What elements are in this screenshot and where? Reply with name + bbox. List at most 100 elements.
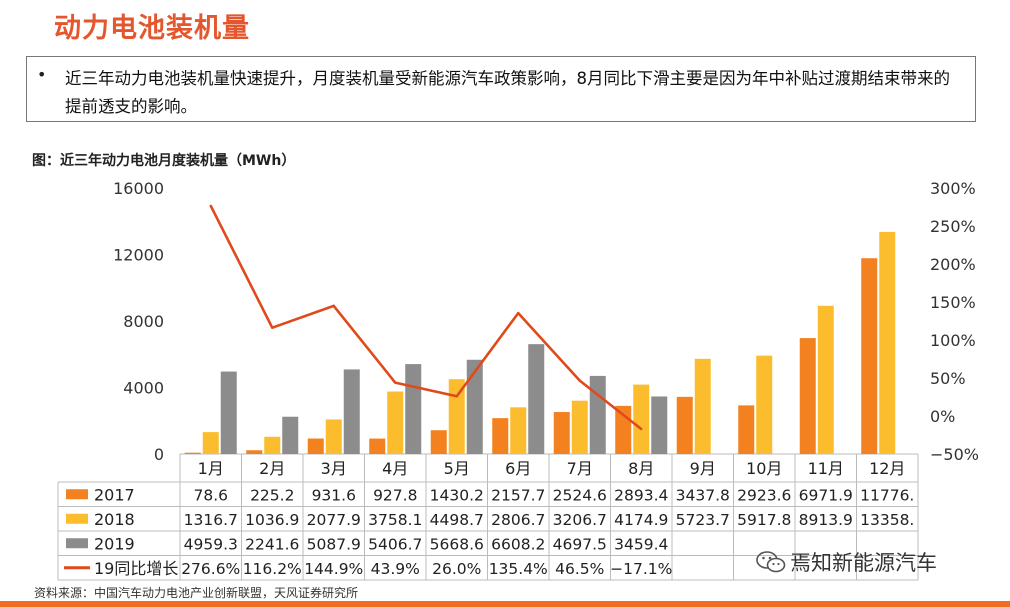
bar-2019	[282, 416, 299, 454]
legend-label: 2017	[94, 485, 135, 504]
table-cell: 2524.6	[553, 486, 607, 504]
bar-2018	[264, 436, 281, 454]
growth-point	[640, 427, 643, 431]
left-axis-tick-label: 4000	[123, 379, 164, 398]
source-note: 资料来源：中国汽车动力电池产业创新联盟，天风证券研究所	[34, 586, 359, 600]
summary-box: • 近三年动力电池装机量快速提升，月度装机量受新能源汽车政策影响，8月同比下滑主…	[26, 56, 976, 122]
bar-2017	[307, 438, 324, 454]
category-label: 9月	[690, 459, 716, 478]
category-label: 8月	[628, 459, 654, 478]
table-cell: 1316.7	[184, 511, 238, 529]
legend-label: 2019	[94, 534, 135, 553]
legend-key-2018	[66, 513, 88, 524]
table-cell: 2241.6	[245, 535, 299, 553]
bar-2019	[528, 344, 545, 454]
table-cell: 927.8	[373, 486, 417, 504]
bar-2017	[369, 438, 386, 454]
chart-bars	[184, 231, 896, 454]
bar-2017	[184, 452, 201, 454]
category-label: 11月	[808, 459, 844, 478]
bar-2019	[589, 375, 606, 454]
table-cell: 2893.4	[614, 486, 668, 504]
bar-2018	[202, 432, 219, 454]
bar-2018	[817, 305, 834, 454]
right-axis-tick-label: 250%	[930, 217, 976, 236]
table-cell: 6608.2	[491, 535, 545, 553]
growth-point	[209, 204, 212, 207]
right-axis-tick-label: −50%	[930, 445, 979, 464]
bar-2019	[651, 396, 668, 454]
growth-point	[332, 304, 335, 308]
table-cell: 2923.6	[737, 486, 791, 504]
table-cell: 135.4%	[489, 560, 548, 578]
growth-point	[578, 379, 581, 382]
table-cell: 4498.7	[430, 511, 484, 529]
right-axis-tick-label: 200%	[930, 255, 976, 274]
figure-caption: 图：近三年动力电池月度装机量（MWh）	[32, 153, 296, 169]
left-axis-tick-label: 8000	[123, 312, 164, 331]
table-cell: 4174.9	[614, 511, 668, 529]
table-cell: 3758.1	[368, 511, 422, 529]
table-cell: 46.5%	[555, 560, 604, 578]
bar-2018	[756, 355, 773, 454]
bar-2017	[676, 396, 693, 454]
growth-line	[209, 205, 643, 431]
bar-2018	[633, 384, 650, 454]
table-cell: 5087.9	[307, 535, 361, 553]
table-cell: 3437.8	[676, 486, 730, 504]
bullet-icon: •	[37, 65, 47, 84]
growth-point	[517, 311, 520, 315]
growth-point	[271, 326, 274, 329]
bar-2017	[553, 412, 570, 454]
watermark-text: 焉知新能源汽车	[790, 551, 937, 575]
chart: 0 4000 8000 12000 16000 −50% 0% 50% 100% 150% 200%…	[57, 179, 979, 581]
legend-key-2017	[66, 489, 88, 500]
bar-2018	[510, 407, 527, 454]
table-cell: 931.6	[312, 486, 356, 504]
category-label: 10月	[746, 459, 782, 478]
table-cell: 13358.	[860, 511, 914, 529]
bar-2017	[430, 430, 447, 454]
bar-2017	[615, 405, 632, 454]
left-axis-tick-label: 12000	[113, 246, 164, 265]
bottom-accent-bar	[0, 601, 1010, 607]
table-cell: 4697.5	[553, 535, 607, 553]
right-axis-tick-label: 300%	[930, 179, 976, 198]
table-cell: 78.6	[193, 486, 228, 504]
table-cell: 4959.3	[184, 535, 238, 553]
bar-2019	[220, 371, 237, 454]
growth-point	[455, 395, 458, 398]
table-cell: 116.2%	[243, 560, 302, 578]
bar-2018	[879, 231, 896, 454]
table-cell: 1036.9	[245, 511, 299, 529]
category-label: 7月	[567, 459, 593, 478]
table-cell: −17.1%	[610, 560, 672, 578]
left-axis-tick-label: 0	[154, 445, 164, 464]
table-cell: 3459.4	[614, 535, 668, 553]
legend-key-2019	[66, 538, 88, 549]
table-cell: 3206.7	[553, 511, 607, 529]
table-cell: 8913.9	[799, 511, 853, 529]
left-axis-tick-label: 16000	[113, 179, 164, 198]
bar-2017	[492, 418, 509, 454]
table-cell: 2806.7	[491, 511, 545, 529]
chart-data-table: 1月 2月 3月 4月 5月 6月 7月 8月 9月 10月 11月 12月 2017 78.6 225.2…	[57, 454, 919, 581]
table-cell: 5406.7	[368, 535, 422, 553]
category-label: 12月	[869, 459, 905, 478]
growth-point	[394, 381, 397, 384]
table-cell: 5668.6	[430, 535, 484, 553]
bar-2017	[738, 405, 755, 454]
legend-label: 2018	[94, 510, 135, 529]
bar-2018	[571, 400, 588, 454]
bar-2019	[466, 359, 483, 454]
chart-growth-line	[209, 204, 643, 431]
watermark: 焉知新能源汽车	[756, 548, 937, 576]
right-axis-tick-label: 0%	[930, 407, 955, 426]
bar-2019	[343, 369, 360, 454]
bar-2019	[405, 364, 422, 454]
category-label: 4月	[382, 459, 408, 478]
category-label: 3月	[321, 459, 347, 478]
table-cell: 1430.2	[430, 486, 484, 504]
category-label: 2月	[259, 459, 285, 478]
table-cell: 5917.8	[737, 511, 791, 529]
